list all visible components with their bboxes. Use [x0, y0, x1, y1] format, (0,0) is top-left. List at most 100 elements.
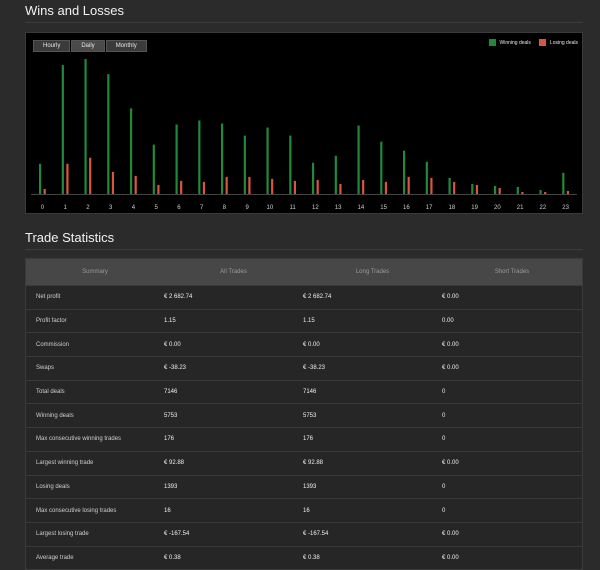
long-trades-value: € -38.23: [303, 365, 326, 372]
losing-bar[interactable]: [475, 184, 479, 194]
winning-bar[interactable]: [243, 135, 246, 194]
winning-bar[interactable]: [516, 186, 519, 194]
long-trades-value: 5753: [303, 412, 317, 419]
x-tick-label: 0: [41, 205, 45, 211]
table-row: Average trade € 0.38 € 0.38 € 0.00: [26, 546, 582, 570]
legend-losing[interactable]: Losing deals: [538, 39, 578, 46]
all-trades-value: € -38.23: [164, 365, 187, 372]
winning-bar[interactable]: [220, 123, 224, 195]
trade-statistics-table: Summary All Trades Long Trades Short Tra…: [25, 258, 583, 570]
x-tick-label: 13: [335, 205, 342, 211]
losing-bar[interactable]: [498, 187, 501, 194]
row-label: Largest winning trade: [36, 460, 94, 467]
long-trades-value: 1.15: [303, 318, 315, 325]
losing-bar[interactable]: [362, 179, 365, 194]
winning-bar[interactable]: [425, 161, 428, 194]
row-label: Winning deals: [36, 412, 74, 419]
winning-bar[interactable]: [129, 108, 133, 194]
winning-bar[interactable]: [380, 141, 383, 194]
losing-bar[interactable]: [111, 171, 115, 194]
short-trades-value: 0: [442, 436, 446, 443]
short-trades-value: € 0.00: [442, 531, 459, 538]
row-label: Largest losing trade: [36, 531, 89, 538]
winning-bar[interactable]: [175, 124, 178, 194]
winning-bar[interactable]: [334, 155, 337, 194]
losing-bar[interactable]: [316, 179, 319, 194]
legend-swatch-losing: [538, 39, 546, 46]
short-trades-value: 0: [442, 412, 446, 419]
losing-bar[interactable]: [566, 190, 570, 194]
winning-bar[interactable]: [38, 163, 42, 194]
table-row: Swaps € -38.23 € -38.23 € 0.00: [26, 357, 582, 381]
all-trades-value: € 0.38: [164, 554, 181, 561]
table-row: Max consecutive winning trades 176 176 0: [26, 428, 582, 452]
losing-bar[interactable]: [453, 181, 456, 194]
table-row: Winning deals 5753 5753 0: [26, 404, 582, 429]
tab-monthly[interactable]: Monthly: [105, 40, 147, 52]
winning-bar[interactable]: [357, 125, 360, 194]
losing-bar[interactable]: [521, 191, 524, 194]
losing-bar[interactable]: [225, 176, 228, 194]
losing-bar[interactable]: [339, 183, 342, 194]
all-trades-value: 176: [164, 436, 175, 443]
short-trades-value: € 0.00: [442, 294, 459, 301]
row-label: Average trade: [36, 554, 74, 561]
row-label: Net profit: [36, 294, 61, 301]
winning-bar[interactable]: [266, 127, 269, 194]
x-tick-label: 5: [154, 205, 158, 211]
winning-bar[interactable]: [471, 183, 474, 194]
trade-statistics-title: Trade Statistics: [25, 230, 115, 245]
x-tick-label: 20: [494, 205, 501, 211]
row-label: Losing deals: [36, 483, 70, 490]
short-trades-value: € 0.00: [442, 460, 459, 467]
all-trades-value: € 92.88: [164, 460, 185, 467]
losing-bar[interactable]: [202, 181, 206, 194]
winning-bar[interactable]: [289, 135, 292, 194]
x-tick-label: 18: [449, 205, 456, 211]
winning-bar[interactable]: [61, 65, 64, 194]
losing-bar[interactable]: [407, 176, 410, 194]
long-trades-value: € 0.38: [303, 554, 320, 561]
x-tick-label: 12: [312, 205, 319, 211]
x-tick-label: 2: [86, 205, 90, 211]
winning-bar[interactable]: [562, 172, 565, 194]
winning-bar[interactable]: [198, 120, 201, 194]
winning-bar[interactable]: [402, 150, 406, 194]
winning-bar[interactable]: [152, 144, 155, 194]
winning-bar[interactable]: [107, 74, 110, 194]
losing-bar[interactable]: [134, 175, 137, 194]
long-trades-value: € 92.88: [303, 460, 324, 467]
all-trades-value: € 0.00: [164, 341, 181, 348]
winning-bar[interactable]: [311, 162, 315, 194]
wins-losses-title: Wins and Losses: [25, 3, 124, 18]
table-row: Largest winning trade € 92.88 € 92.88 € 0.0…: [26, 451, 582, 476]
x-tick-label: 17: [426, 205, 433, 211]
losing-bar[interactable]: [248, 176, 251, 194]
row-label: Profit factor: [36, 318, 67, 325]
losing-bar[interactable]: [293, 180, 297, 194]
winning-bar[interactable]: [84, 59, 87, 194]
row-label: Max consecutive losing trades: [36, 507, 117, 514]
losing-bar[interactable]: [89, 157, 92, 194]
table-body: Net profit € 2 682.74 € 2 682.74 € 0.00 Prof…: [26, 286, 582, 570]
losing-bar[interactable]: [430, 177, 433, 194]
losing-bar[interactable]: [43, 188, 46, 194]
winning-bar[interactable]: [539, 189, 542, 194]
losing-bar[interactable]: [66, 163, 69, 194]
x-tick-label: 10: [267, 205, 274, 211]
tab-daily[interactable]: Daily: [71, 40, 105, 52]
tab-hourly[interactable]: Hourly: [33, 40, 71, 52]
losing-bar[interactable]: [384, 181, 388, 194]
stats-divider: [25, 249, 583, 250]
losing-bar[interactable]: [180, 180, 183, 194]
x-tick-label: 14: [358, 205, 365, 211]
losing-bar[interactable]: [544, 191, 547, 194]
short-trades-value: € 0.00: [442, 365, 459, 372]
legend-winning[interactable]: Winning deals: [488, 39, 531, 46]
x-tick-label: 8: [223, 205, 227, 211]
winning-bar[interactable]: [493, 185, 497, 194]
winning-bar[interactable]: [448, 177, 451, 194]
losing-bar[interactable]: [271, 178, 274, 194]
losing-bar[interactable]: [157, 184, 160, 194]
range-tabs: Hourly Daily Monthly: [33, 40, 148, 52]
